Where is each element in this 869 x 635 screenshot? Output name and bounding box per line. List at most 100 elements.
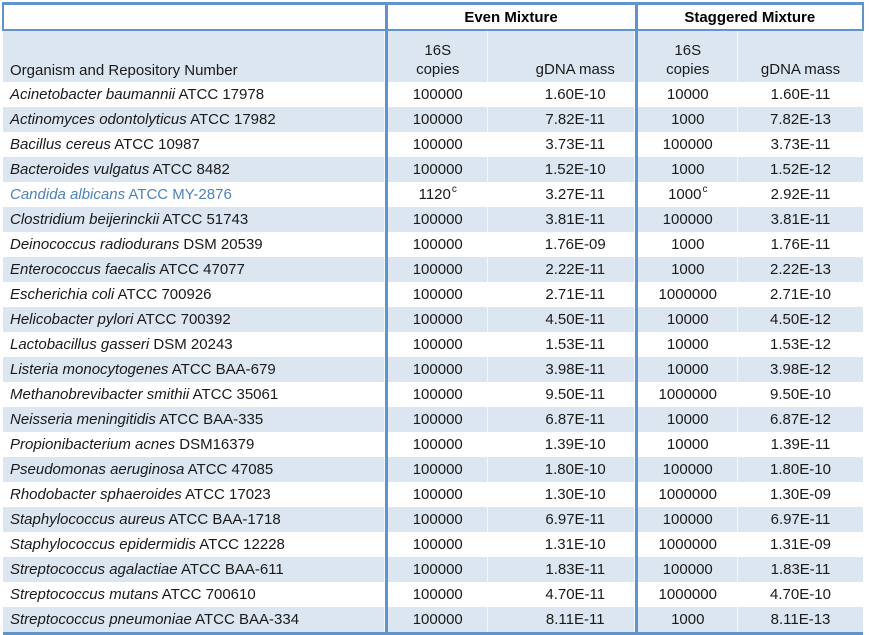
organism-name: Streptococcus pneumoniae: [10, 611, 192, 628]
even-16s-copies-cell: 100000: [384, 157, 488, 182]
organism-cell: Enterococcus faecalis ATCC 47077: [3, 257, 386, 282]
table-row: Streptococcus agalactiae ATCC BAA-611 100…: [3, 557, 863, 582]
table-row: Enterococcus faecalis ATCC 47077 100000 2.…: [3, 257, 863, 282]
even-16s-copies-cell: 1120c: [384, 182, 488, 207]
staggered-16s-copies-cell: 1000000: [634, 582, 738, 607]
staggered-gdna-mass-cell: 6.87E-12: [738, 407, 863, 432]
even-gdna-mass-cell: 6.97E-11: [488, 507, 636, 532]
organism-cell: Staphylococcus epidermidis ATCC 12228: [10, 536, 285, 553]
table-row: Staphylococcus epidermidis ATCC 12228 100…: [3, 532, 863, 557]
staggered-mixture-group-header: Staggered Mixture: [634, 2, 864, 31]
organism-name: Enterococcus faecalis: [10, 261, 156, 278]
even-mixture-group-header: Even Mixture: [384, 2, 636, 31]
organism-name: Propionibacterium acnes: [10, 436, 176, 453]
staggered-16s-copies-cell: 1000000: [634, 282, 738, 307]
organism-name: Staphylococcus epidermidis: [10, 536, 196, 553]
organism-name: Escherichia coli: [10, 286, 115, 303]
staggered-gdna-mass-cell: 1.80E-10: [738, 457, 863, 482]
staggered-16s-copies-cell: 10000: [634, 82, 738, 107]
table-row: Deinococcus radiodurans DSM 20539 100000 1…: [3, 232, 863, 257]
table-row: Streptococcus mutans ATCC 700610 100000 4.…: [3, 582, 863, 607]
staggered-gdna-mass-cell: 3.81E-11: [738, 207, 863, 232]
even-gdna-mass-header: gDNA mass: [488, 30, 636, 82]
staggered-16s-copies-cell: 10000: [634, 407, 738, 432]
staggered-gdna-mass-cell: 1.52E-12: [738, 157, 863, 182]
table-row: Escherichia coli ATCC 700926 100000 2.71E-…: [3, 282, 863, 307]
footnote-marker: c: [451, 184, 457, 195]
copies-header-line2: copies: [666, 61, 710, 78]
even-16s-copies-cell: 100000: [384, 557, 488, 582]
organism-cell: Clostridium beijerinckii ATCC 51743: [3, 207, 386, 232]
organism-cell: Actinomyces odontolyticus ATCC 17982: [3, 107, 386, 132]
even-16s-copies-cell: 100000: [384, 82, 488, 107]
staggered-gdna-mass-cell: 8.11E-13: [738, 607, 863, 635]
staggered-gdna-mass-cell: 3.98E-12: [738, 357, 863, 382]
copies-header-line2: copies: [416, 61, 460, 78]
organism-name: Neisseria meningitidis: [10, 411, 156, 428]
even-16s-copies-cell: 100000: [384, 507, 488, 532]
organism-cell: Staphylococcus aureus ATCC BAA-1718: [3, 507, 386, 532]
organism-name: Bacteroides vulgatus: [10, 161, 150, 178]
even-gdna-mass-cell: 1.53E-11: [545, 336, 606, 353]
even-16s-copies-cell: 100000: [384, 232, 488, 257]
staggered-gdna-mass-cell: 2.92E-11: [770, 186, 831, 203]
table-row: Lactobacillus gasseri DSM 20243 100000 1.5…: [3, 332, 863, 357]
even-gdna-mass-cell: 1.31E-10: [544, 536, 606, 553]
table-row: Acinetobacter baumannii ATCC 17978 100000…: [3, 82, 863, 107]
staggered-16s-copies-cell: 1000000: [634, 482, 738, 507]
even-gdna-mass-cell: 6.87E-11: [488, 407, 636, 432]
organism-cell: Pseudomonas aeruginosa ATCC 47085: [3, 457, 386, 482]
organism-name: Bacillus cereus: [10, 136, 111, 153]
table-body: Acinetobacter baumannii ATCC 17978 100000…: [3, 82, 863, 635]
organism-name: Streptococcus agalactiae: [10, 561, 178, 578]
organism-cell: Streptococcus agalactiae ATCC BAA-611: [3, 557, 386, 582]
even-16s-copies-cell: 100000: [384, 532, 488, 557]
corner-cell: [2, 2, 386, 31]
organism-cell: Escherichia coli ATCC 700926: [10, 286, 212, 303]
organism-name: Candida albicans: [10, 186, 126, 203]
table-row: Propionibacterium acnes DSM16379 100000 1.…: [3, 432, 863, 457]
staggered-16s-copies-cell: 1000c: [634, 182, 738, 207]
staggered-gdna-mass-cell: 1.53E-12: [770, 336, 831, 353]
even-16s-copies-cell: 100000: [384, 207, 488, 232]
even-gdna-mass-cell: 7.82E-11: [488, 107, 636, 132]
copies-header-line1: 16S: [424, 42, 452, 59]
even-gdna-mass-cell: 1.52E-10: [488, 157, 636, 182]
table-row: Actinomyces odontolyticus ATCC 17982 1000…: [3, 107, 863, 132]
even-16s-copies-cell: 100000: [384, 257, 488, 282]
even-16s-copies-cell: 100000: [384, 107, 488, 132]
organism-cell: Acinetobacter baumannii ATCC 17978: [10, 86, 265, 103]
copies-header-line1: 16S: [674, 42, 702, 59]
organism-cell: Streptococcus mutans ATCC 700610: [10, 586, 256, 603]
even-gdna-mass-cell: 2.22E-11: [488, 257, 636, 282]
even-gdna-mass-cell: 3.73E-11: [545, 136, 606, 153]
staggered-gdna-mass-cell: 4.70E-10: [770, 586, 831, 603]
staggered-16s-copies-cell: 1000: [634, 232, 738, 257]
even-16s-copies-cell: 100000: [384, 332, 488, 357]
even-gdna-mass-cell: 1.30E-10: [544, 486, 606, 503]
staggered-gdna-mass-cell: 2.22E-13: [738, 257, 863, 282]
organism-name: Methanobrevibacter smithii: [10, 386, 190, 403]
organism-name: Lactobacillus gasseri: [10, 336, 150, 353]
even-gdna-mass-cell: 1.76E-09: [544, 236, 606, 253]
organism-name: Rhodobacter sphaeroides: [10, 486, 182, 503]
staggered-16s-copies-cell: 1000: [634, 257, 738, 282]
staggered-gdna-mass-cell: 1.30E-09: [770, 486, 831, 503]
organism-cell: Listeria monocytogenes ATCC BAA-679: [3, 357, 386, 382]
staggered-gdna-mass-cell: 4.50E-12: [738, 307, 863, 332]
table-row: Helicobacter pylori ATCC 700392 100000 4.5…: [3, 307, 863, 332]
even-gdna-mass-cell: 1.60E-10: [544, 86, 606, 103]
table-row: Methanobrevibacter smithii ATCC 35061 100…: [3, 382, 863, 407]
table-row: Streptococcus pneumoniae ATCC BAA-334 100…: [3, 607, 863, 635]
staggered-gdna-mass-cell: 3.73E-11: [770, 136, 831, 153]
table-row: Candida albicans ATCC MY-2876 1120c 3.27E-…: [3, 182, 863, 207]
even-gdna-mass-cell: 9.50E-11: [545, 386, 606, 403]
table-row: Clostridium beijerinckii ATCC 51743 10000…: [3, 207, 863, 232]
staggered-gdna-mass-cell: 1.83E-11: [738, 557, 863, 582]
organism-cell: Bacteroides vulgatus ATCC 8482: [3, 157, 386, 182]
organism-cell: Lactobacillus gasseri DSM 20243: [10, 336, 233, 353]
even-16s-copies-cell: 100000: [384, 482, 488, 507]
organism-cell: Candida albicans ATCC MY-2876: [10, 186, 232, 203]
organism-name: Helicobacter pylori: [10, 311, 134, 328]
staggered-gdna-mass-cell: 1.76E-11: [770, 236, 831, 253]
